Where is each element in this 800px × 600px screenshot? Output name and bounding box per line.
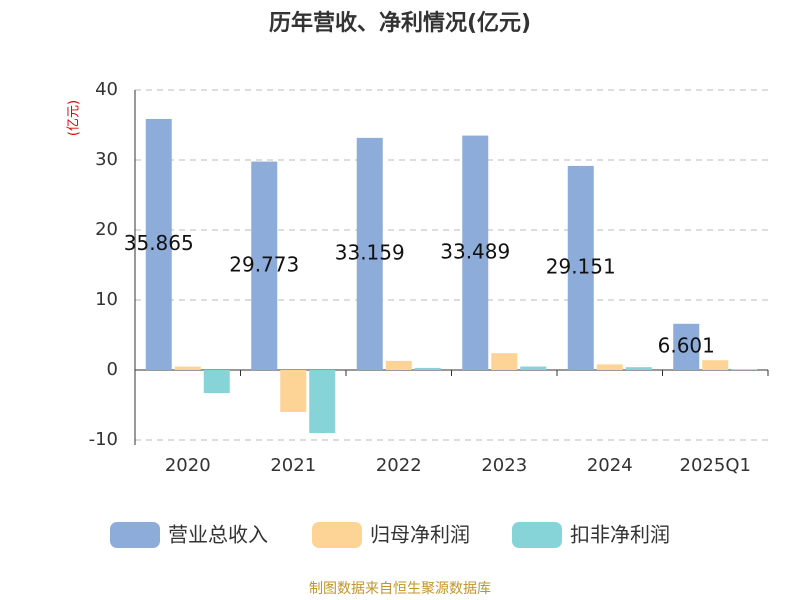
legend-label: 扣非净利润	[570, 523, 670, 547]
bar	[673, 323, 700, 370]
legend-swatch	[312, 522, 362, 548]
bar	[702, 360, 729, 370]
data-label: 29.151	[546, 254, 616, 278]
bar	[309, 370, 336, 433]
y-tick-label: 40	[95, 79, 118, 100]
bar	[520, 366, 547, 370]
bar	[625, 367, 652, 370]
x-tick-label: 2023	[481, 455, 527, 476]
bar	[731, 369, 758, 370]
bar	[414, 367, 441, 370]
x-tick-label: 2022	[376, 455, 422, 476]
data-label: 6.601	[658, 333, 715, 357]
bar	[385, 360, 412, 370]
y-tick-label: 30	[95, 149, 118, 170]
data-label: 29.773	[229, 252, 299, 276]
legend-label: 归母净利润	[370, 523, 470, 547]
y-tick-label: -10	[89, 429, 118, 450]
y-tick-label: 10	[95, 289, 118, 310]
bar	[251, 161, 278, 370]
bar	[356, 137, 383, 370]
legend-swatch	[110, 522, 160, 548]
x-tick-label: 2024	[587, 455, 633, 476]
bar	[174, 366, 201, 370]
bar	[567, 165, 594, 370]
data-label: 33.159	[335, 240, 405, 264]
bar	[462, 135, 489, 370]
bar	[203, 370, 230, 394]
bar	[280, 370, 307, 412]
data-label: 35.865	[124, 231, 194, 255]
x-tick-label: 2025Q1	[680, 455, 751, 476]
bar	[596, 364, 623, 370]
chart-title: 历年营收、净利情况(亿元)	[269, 10, 531, 36]
bar	[491, 353, 518, 370]
y-tick-label: 20	[95, 219, 118, 240]
legend-label: 营业总收入	[168, 523, 268, 547]
x-tick-label: 2020	[165, 455, 211, 476]
source-note: 制图数据来自恒生聚源数据库	[309, 581, 491, 597]
bar	[145, 118, 172, 370]
y-tick-label: 0	[107, 359, 118, 380]
x-tick-label: 2021	[270, 455, 316, 476]
legend-swatch	[512, 522, 562, 548]
y-axis-label: (亿元)	[67, 100, 82, 136]
data-label: 33.489	[440, 239, 510, 263]
